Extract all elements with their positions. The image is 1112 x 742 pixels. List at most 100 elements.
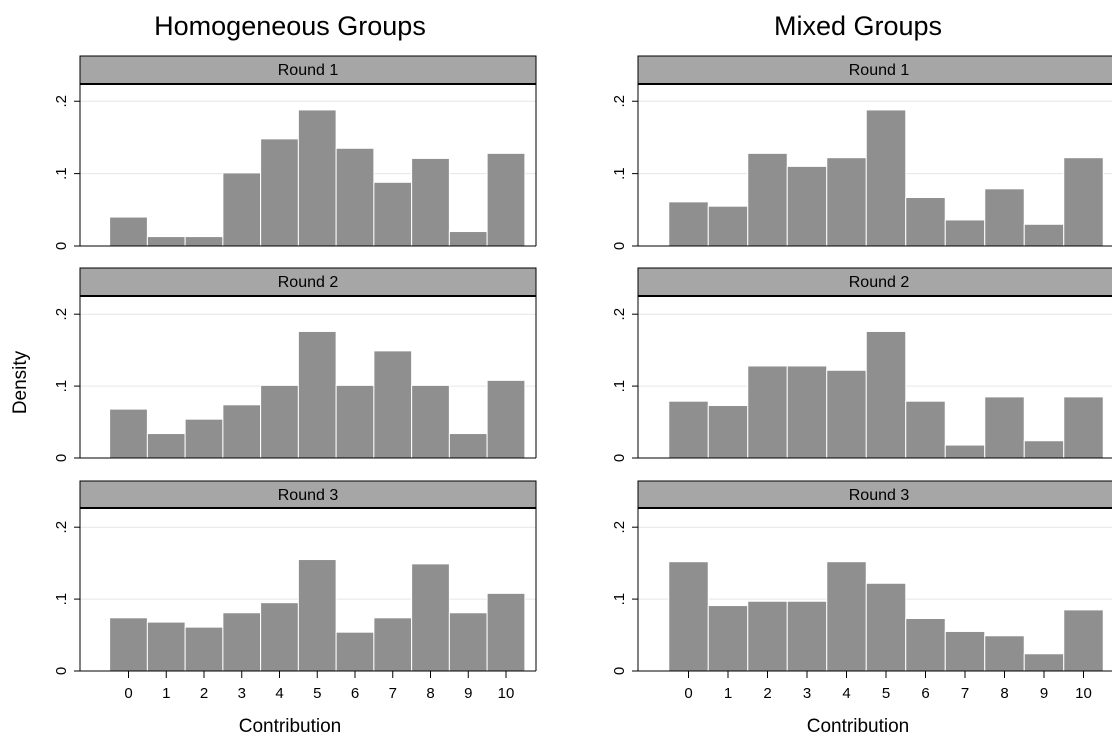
bar-8: [984, 396, 1025, 459]
panel-strip: [79, 480, 537, 509]
x-axis-title: Contribution: [807, 716, 909, 737]
x-tick-label: 6: [921, 685, 929, 702]
bar-8: [411, 384, 450, 459]
x-tick-label: 1: [162, 685, 170, 702]
y-tick-label: .1: [611, 380, 628, 393]
bar-2: [747, 152, 788, 247]
x-tick-label: 5: [882, 685, 890, 702]
bar-6: [335, 147, 375, 247]
panel-strip: [637, 480, 1112, 509]
panel-label: Round 1: [849, 62, 910, 79]
bar-2: [184, 236, 224, 247]
y-tick-label: .2: [611, 95, 628, 108]
bar-9: [1023, 223, 1065, 247]
bar-0: [109, 408, 148, 459]
panel-strip: [637, 267, 1112, 297]
y-tick-label: 0: [53, 667, 70, 675]
bar-5: [297, 559, 337, 672]
bar-4: [260, 602, 299, 672]
bar-3: [222, 172, 262, 247]
bar-0: [109, 617, 148, 672]
bar-1: [146, 433, 186, 459]
y-tick-label: .1: [53, 167, 70, 180]
bar-8: [411, 157, 450, 247]
bar-8: [984, 635, 1025, 672]
x-tick-label: 6: [351, 685, 359, 702]
bar-3: [222, 404, 262, 459]
bar-6: [335, 384, 375, 459]
y-axis-title: Density: [10, 350, 31, 414]
y-tick-label: 0: [611, 667, 628, 675]
bar-9: [1023, 440, 1065, 459]
x-tick-label: 1: [724, 685, 732, 702]
bar-3: [786, 165, 828, 247]
x-tick-label: 9: [464, 685, 472, 702]
bar-4: [826, 561, 867, 672]
chart-title: Homogeneous Groups: [154, 11, 426, 41]
bar-0: [668, 201, 709, 247]
bar-1: [146, 236, 186, 247]
bar-2: [184, 418, 224, 459]
x-tick-label: 2: [763, 685, 771, 702]
y-tick-label: .1: [53, 380, 70, 393]
x-tick-label: 7: [389, 685, 397, 702]
bar-4: [260, 384, 299, 459]
bar-10: [1063, 157, 1104, 247]
panel-label: Round 3: [278, 487, 339, 504]
x-tick-label: 3: [238, 685, 246, 702]
x-tick-label: 4: [842, 685, 850, 702]
bar-1: [707, 605, 749, 672]
panel-3: Round 3 0 .1 .2: [611, 480, 1112, 675]
bar-5: [865, 330, 907, 459]
x-tick-label: 8: [426, 685, 434, 702]
bar-4: [826, 369, 867, 459]
bar-4: [826, 157, 867, 247]
y-tick-label: 0: [53, 454, 70, 462]
bar-10: [486, 379, 526, 459]
bar-1: [707, 205, 749, 247]
x-tick-label: 5: [313, 685, 321, 702]
bar-2: [184, 626, 224, 672]
x-tick-label: 3: [803, 685, 811, 702]
x-tick-label: 4: [275, 685, 283, 702]
y-tick-label: 0: [611, 242, 628, 250]
bar-7: [944, 630, 986, 672]
bar-10: [486, 152, 526, 247]
bar-3: [786, 600, 828, 672]
bar-2: [747, 600, 788, 672]
x-axis-title: Contribution: [239, 716, 341, 737]
bar-5: [297, 330, 337, 459]
chart-root: Homogeneous Groups Density Round 1 0 .1 .2 Rou…: [10, 11, 1112, 737]
bar-8: [984, 188, 1025, 247]
y-tick-label: .1: [53, 593, 70, 606]
chart-title: Mixed Groups: [774, 11, 942, 41]
bar-5: [865, 109, 907, 247]
bar-7: [373, 181, 413, 247]
x-tick-label: 0: [124, 685, 132, 702]
x-tick-label: 9: [1040, 685, 1048, 702]
bar-9: [448, 231, 488, 247]
bar-1: [146, 621, 186, 672]
x-tick-label: 8: [1000, 685, 1008, 702]
bar-3: [222, 612, 262, 672]
x-tick-label: 7: [961, 685, 969, 702]
y-tick-label: 0: [611, 454, 628, 462]
bar-6: [905, 400, 946, 459]
panel-label: Round 2: [849, 274, 910, 291]
panel-strip: [637, 55, 1112, 85]
y-tick-label: .2: [53, 308, 70, 321]
bar-2: [747, 365, 788, 459]
panel-strip: [79, 267, 537, 297]
bar-7: [373, 350, 413, 459]
y-tick-label: .1: [611, 593, 628, 606]
bar-6: [905, 197, 946, 247]
y-tick-label: .2: [53, 95, 70, 108]
bar-7: [373, 617, 413, 672]
bar-5: [297, 109, 337, 247]
bar-0: [668, 400, 709, 459]
panel-3: Round 3 0 .1 .2: [53, 480, 537, 675]
x-tick-label: 10: [498, 685, 515, 702]
y-tick-label: .2: [611, 521, 628, 534]
